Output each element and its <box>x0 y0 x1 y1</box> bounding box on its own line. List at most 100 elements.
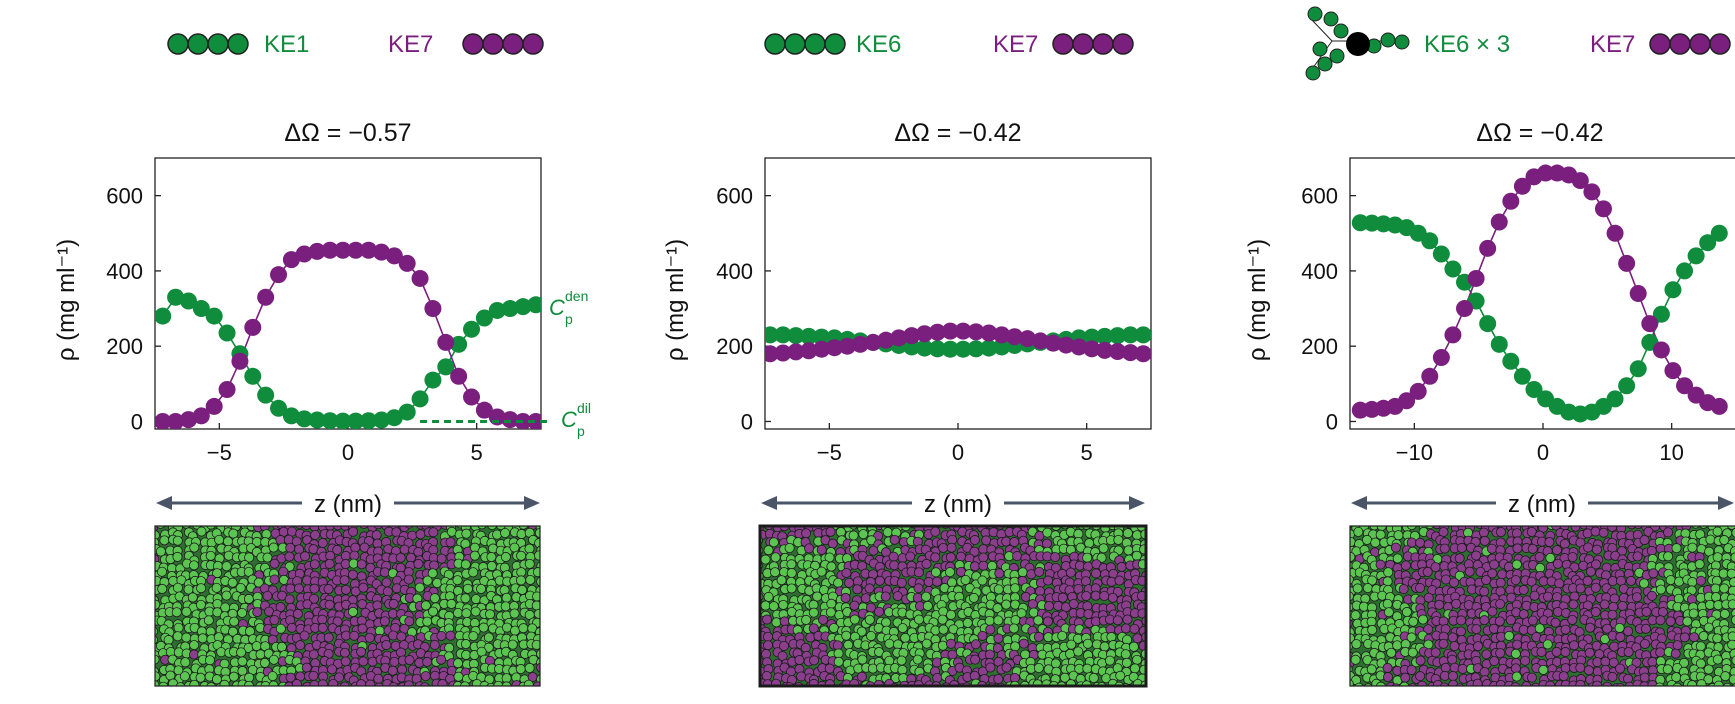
data-point <box>916 325 934 343</box>
data-point <box>192 300 210 318</box>
data-point <box>424 300 442 318</box>
data-point <box>205 307 223 325</box>
data-point <box>1490 213 1508 231</box>
data-point <box>1398 392 1416 410</box>
y-tick-label: 200 <box>1301 334 1338 359</box>
data-point <box>1606 224 1624 242</box>
data-point <box>916 339 934 357</box>
y-tick-label: 0 <box>741 409 753 434</box>
data-point <box>877 331 895 349</box>
data-point <box>501 300 519 318</box>
data-point <box>501 411 519 429</box>
data-point <box>437 333 455 351</box>
annotation-dil-sub: p <box>577 423 585 439</box>
data-point <box>980 339 998 357</box>
x-axis-label-2: z (nm) <box>924 491 992 518</box>
data-point <box>218 324 236 342</box>
data-point <box>967 323 985 341</box>
data-point <box>1594 200 1612 218</box>
linear-chain-purple-icon <box>1649 33 1731 55</box>
data-point <box>954 340 972 358</box>
data-point <box>1618 254 1636 272</box>
data-point <box>1083 340 1101 358</box>
data-point <box>787 343 805 361</box>
data-point <box>372 411 390 429</box>
data-point <box>1421 232 1439 250</box>
data-point <box>825 339 843 357</box>
linear-chain-green-icon <box>167 33 249 55</box>
x-axis-label-1: z (nm) <box>314 491 382 518</box>
three-arm-star-icon <box>1305 6 1410 81</box>
chart-title-3: ΔΩ = −0.42 <box>1476 119 1603 147</box>
data-point <box>385 409 403 427</box>
data-point <box>787 327 805 345</box>
data-point <box>1057 336 1075 354</box>
linear-chain-green-icon <box>764 33 846 55</box>
data-point <box>475 401 493 419</box>
data-point <box>411 390 429 408</box>
legend-3: KE6 × 3 KE7 <box>1305 6 1731 81</box>
data-point <box>1490 335 1508 353</box>
chart-title-1: ΔΩ = −0.57 <box>284 119 411 147</box>
data-point <box>1479 315 1497 333</box>
plot-frame <box>154 157 542 430</box>
data-point <box>1070 338 1088 356</box>
simulation-snapshot-2 <box>758 524 1148 688</box>
data-point <box>1479 239 1497 257</box>
data-point <box>1513 177 1531 195</box>
data-point <box>1652 341 1670 359</box>
data-point <box>347 412 365 429</box>
data-point <box>1044 334 1062 352</box>
x-tick-label: 0 <box>1537 440 1549 465</box>
plot-2: 0 200 400 600 −5 0 5 <box>716 157 1152 465</box>
simulation-snapshot-1 <box>154 525 541 687</box>
y-tick-label: 0 <box>1326 409 1338 434</box>
data-point <box>398 254 416 272</box>
data-point <box>765 345 779 363</box>
data-point <box>450 367 468 385</box>
data-point <box>813 340 831 358</box>
data-point <box>244 367 262 385</box>
z-axis-arrow-1 <box>156 488 540 518</box>
x-tick-label: 0 <box>342 440 354 465</box>
data-point <box>257 288 275 306</box>
data-point <box>1687 247 1705 265</box>
data-point <box>360 241 378 259</box>
annotation-dil-sup: dil <box>577 400 591 416</box>
x-tick-label: 10 <box>1659 440 1683 465</box>
data-point <box>218 380 236 398</box>
data-point <box>308 411 326 429</box>
chart-title-2: ΔΩ = −0.42 <box>894 119 1021 147</box>
data-point <box>527 296 541 314</box>
data-point <box>192 407 210 425</box>
data-point <box>1664 362 1682 380</box>
data-point <box>1710 224 1728 242</box>
legend-right-label: KE7 <box>1590 31 1635 58</box>
data-point <box>1109 342 1127 360</box>
y-tick-label: 600 <box>716 184 753 209</box>
data-point <box>270 399 288 417</box>
y-tick-label: 400 <box>1301 259 1338 284</box>
data-point <box>1525 380 1543 398</box>
data-point <box>244 318 262 336</box>
legend-left-label: KE6 × 3 <box>1424 31 1510 58</box>
data-point <box>308 242 326 260</box>
data-point <box>450 335 468 353</box>
data-point <box>800 327 818 345</box>
data-point <box>385 247 403 265</box>
data-point <box>1432 245 1450 263</box>
data-point <box>270 266 288 284</box>
data-point <box>1006 328 1024 346</box>
y-tick-label: 400 <box>106 259 143 284</box>
data-point <box>1629 285 1647 302</box>
y-tick-label: 200 <box>106 334 143 359</box>
data-point <box>231 352 249 370</box>
data-point <box>463 320 481 338</box>
data-point <box>765 326 779 344</box>
data-point <box>334 241 352 259</box>
data-point <box>424 371 442 389</box>
data-point <box>980 324 998 342</box>
data-point <box>282 407 300 425</box>
data-point <box>1018 330 1036 348</box>
